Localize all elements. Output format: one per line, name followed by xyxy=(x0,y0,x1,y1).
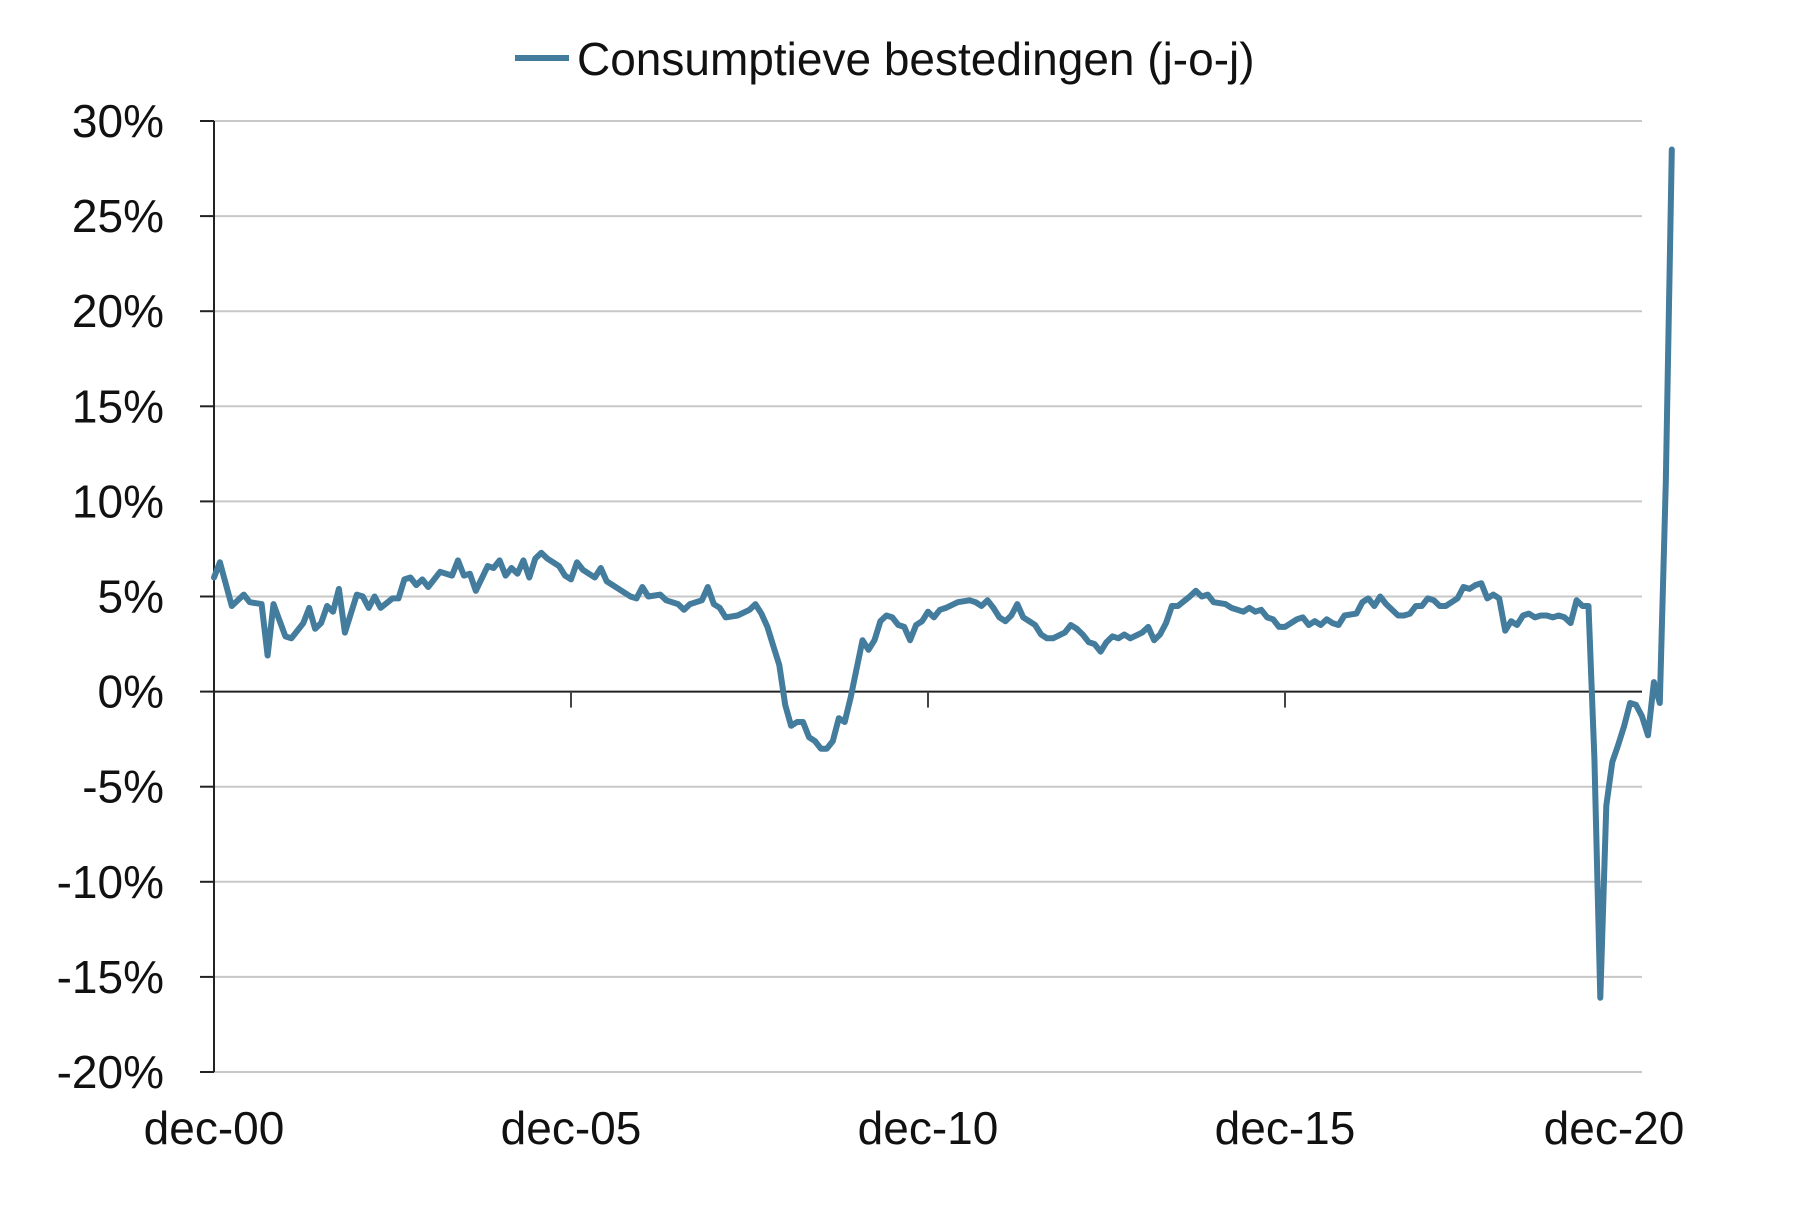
y-tick-label: 20% xyxy=(72,285,164,337)
series-line-consumptieve-bestedingen xyxy=(211,146,1675,1001)
x-tick-labels: dec-00 dec-05 dec-10 dec-15 dec-20 xyxy=(144,1102,1685,1154)
y-tick-label: -5% xyxy=(82,761,164,813)
y-tick-label: 25% xyxy=(72,190,164,242)
y-tick-label: 10% xyxy=(72,475,164,527)
y-tick-label: 15% xyxy=(72,380,164,432)
y-tick-labels: 30% 25% 20% 15% 10% 5% 0% -5% -10% -15% -20% xyxy=(57,95,164,1098)
series-lines xyxy=(211,146,1675,1001)
y-tick-label: -20% xyxy=(57,1046,164,1098)
y-tick-label: 0% xyxy=(98,666,164,718)
x-tick-label: dec-00 xyxy=(144,1102,285,1154)
y-tick-label: -15% xyxy=(57,951,164,1003)
x-tick-label: dec-20 xyxy=(1544,1102,1685,1154)
axes xyxy=(200,120,1642,1073)
gridlines xyxy=(214,120,1642,1073)
y-tick-label: 30% xyxy=(72,95,164,147)
x-tick-label: dec-15 xyxy=(1215,1102,1356,1154)
y-tick-label: -10% xyxy=(57,856,164,908)
y-tick-label: 5% xyxy=(98,571,164,623)
x-tick-label: dec-05 xyxy=(501,1102,642,1154)
legend-label: Consumptieve bestedingen (j-o-j) xyxy=(577,33,1255,85)
legend: Consumptieve bestedingen (j-o-j) xyxy=(515,33,1255,85)
x-tick-label: dec-10 xyxy=(858,1102,999,1154)
